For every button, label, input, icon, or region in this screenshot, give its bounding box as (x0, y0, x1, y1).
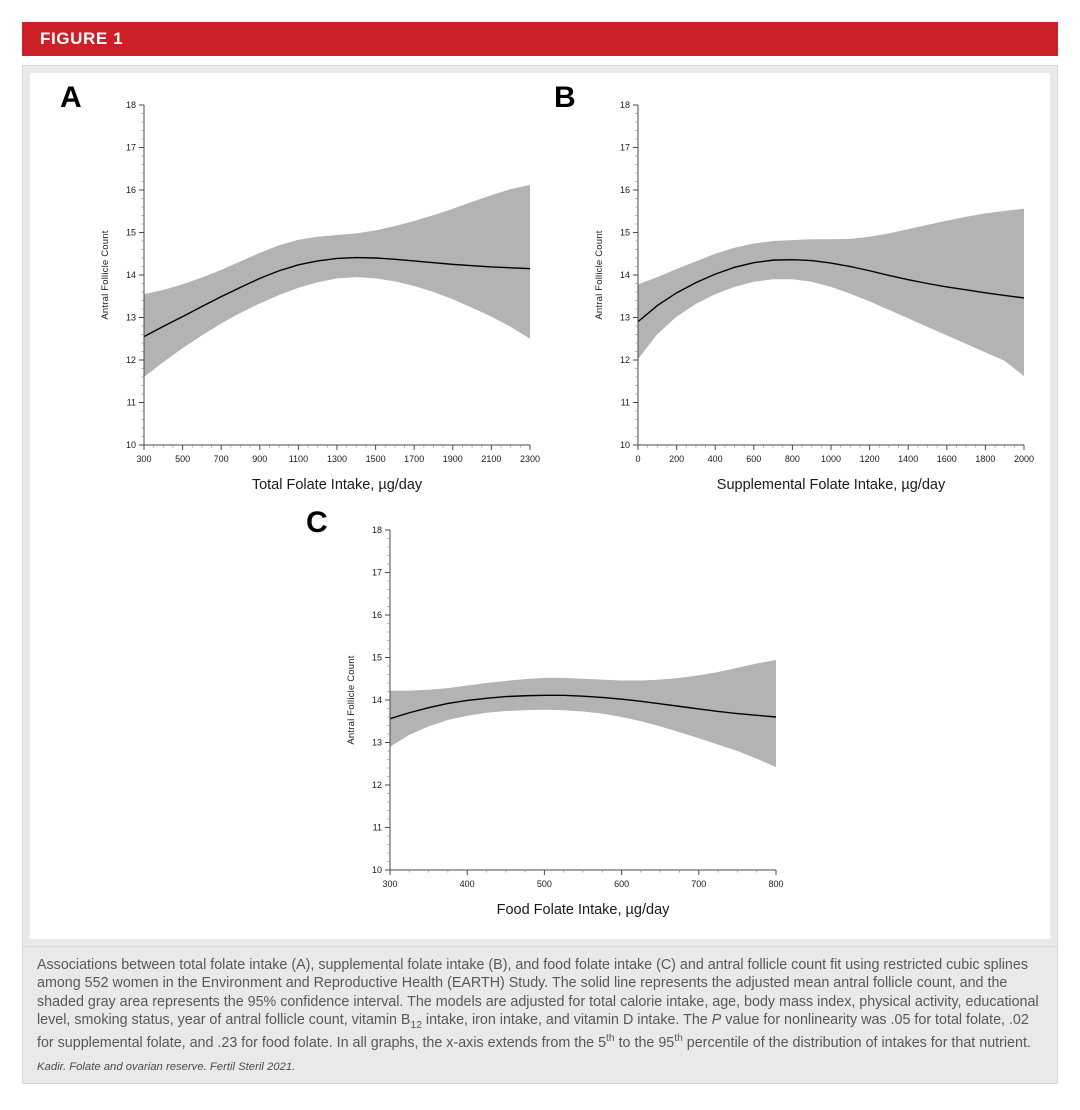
panel-a-ytick-label: 14 (126, 270, 136, 280)
caption-segment: th (606, 1032, 615, 1044)
panel-a-ytick-label: 17 (126, 143, 136, 153)
panel-b-y-axis-title: Antral Follicle Count (594, 230, 605, 319)
panel-a-ytick-label: 10 (126, 440, 136, 450)
panel-b-xtick-label: 1200 (860, 454, 880, 464)
panel-b-fit-line (637, 258, 1025, 323)
caption-segment: Associations between total folate intake… (37, 957, 1039, 1028)
panel-a-xtick-label: 500 (175, 454, 190, 464)
panel-b-xtick-label: 2000 (1014, 454, 1034, 464)
panel-c-ytick-label: 11 (373, 823, 382, 833)
panel-b: B 10 11 12 13 14 15 16 17 18 0 200 400 600 800 1000 1200… (546, 83, 1050, 523)
panel-b-letter: B (554, 81, 576, 114)
panel-c-plot: 10 11 12 13 14 15 16 17 18 300 400 500 600 700 800 Food… (346, 525, 784, 918)
panel-b-ytick-label: 10 (620, 440, 630, 450)
panel-c-ytick-label: 13 (372, 738, 382, 748)
panel-b-ytick-label: 15 (620, 228, 630, 238)
panel-b-xtick-label: 800 (785, 454, 800, 464)
panel-b-ytick-label: 17 (620, 143, 630, 153)
panel-a-xtick-label: 1900 (443, 454, 463, 464)
panel-b-ytick-label: 14 (620, 270, 630, 280)
panel-b-ytick-label: 11 (621, 398, 630, 408)
panel-b-xtick-label: 600 (746, 454, 761, 464)
panel-b-xtick-label: 1600 (937, 454, 957, 464)
panel-b-ytick-label: 18 (620, 100, 630, 110)
panel-b-xtick-label: 1800 (975, 454, 995, 464)
panel-c-xtick-label: 700 (691, 879, 706, 889)
panel-a-xtick-label: 900 (252, 454, 267, 464)
panel-a-ytick-label: 15 (126, 228, 136, 238)
panel-c-confidence-band (390, 660, 776, 768)
panel-a-xtick-label: 1100 (289, 454, 308, 464)
panel-a-ytick-label: 13 (126, 313, 136, 323)
panel-a-xtick-label: 2300 (520, 454, 540, 464)
panel-c-ytick-label: 17 (372, 568, 382, 578)
panel-a-ytick-label: 16 (126, 185, 136, 195)
panel-c-y-axis-title: Antral Follicle Count (346, 655, 357, 744)
caption-segment: percentile of the distribution of intake… (682, 1034, 1031, 1051)
caption-segment: intake, iron intake, and vitamin D intak… (421, 1011, 712, 1028)
panel-b-plot: 10 11 12 13 14 15 16 17 18 0 200 400 600 800 1000 1200 1… (594, 100, 1034, 493)
panel-a-xtick-label: 1300 (327, 454, 347, 464)
panel-c-ytick-label: 10 (372, 865, 382, 875)
panel-a-y-axis-title: Antral Follicle Count (100, 230, 111, 319)
panel-b-confidence-band (638, 208, 1024, 377)
caption-segment: P (711, 1011, 722, 1028)
panel-a-confidence-band (144, 184, 530, 377)
panel-a-xtick-label: 300 (136, 454, 151, 464)
panel-c-ytick-label: 16 (372, 610, 382, 620)
figure-caption-block: Associations between total folate intake… (22, 947, 1058, 1084)
panel-c-ytick-label: 15 (372, 653, 382, 663)
panel-b-x-axis-title: Supplemental Folate Intake, µg/day (717, 477, 946, 493)
panel-c-ytick-label: 12 (372, 780, 382, 790)
panel-c-xtick-label: 800 (768, 879, 783, 889)
panel-a-fit-line (143, 256, 531, 338)
figure-canvas: A 10 11 12 13 14 15 16 17 18 300 500 700 900 1100 1300 1… (30, 73, 1050, 939)
figure-header-title: FIGURE 1 (40, 29, 124, 48)
panel-a-xtick-label: 2100 (481, 454, 501, 464)
panel-c-fit-line (389, 694, 777, 720)
panel-b-xtick-label: 1400 (898, 454, 918, 464)
panel-c-x-axis-title: Food Folate Intake, µg/day (497, 902, 671, 918)
panel-c: C 10 11 12 13 14 15 16 17 18 300 400 500 600 700 800 Foo… (298, 508, 808, 939)
panel-a-plot: 10 11 12 13 14 15 16 17 18 300 500 700 900 1100 1300 15… (100, 100, 540, 493)
panel-b-ytick-label: 13 (620, 313, 630, 323)
panel-a-letter: A (60, 81, 82, 114)
panel-a-xtick-label: 700 (214, 454, 229, 464)
panel-b-ytick-label: 12 (620, 355, 630, 365)
panel-c-ytick-label: 14 (372, 695, 382, 705)
panel-c-xtick-label: 300 (382, 879, 397, 889)
panel-c-letter: C (306, 506, 328, 539)
panel-a-ytick-label: 11 (127, 398, 136, 408)
panel-b-xtick-label: 1000 (821, 454, 841, 464)
figure-frame: A 10 11 12 13 14 15 16 17 18 300 500 700 900 1100 1300 1… (22, 65, 1058, 947)
panel-c-xtick-label: 500 (537, 879, 552, 889)
figure-caption-credit: Kadir. Folate and ovarian reserve. Ferti… (37, 1060, 296, 1073)
panel-a-xtick-label: 1700 (404, 454, 424, 464)
panel-c-ytick-label: 18 (372, 525, 382, 535)
panel-b-ytick-label: 16 (620, 185, 630, 195)
figure-caption-text: Associations between total folate intake… (37, 956, 1043, 1052)
caption-segment: 12 (410, 1019, 422, 1031)
panel-b-xtick-label: 0 (635, 454, 640, 464)
panel-a-xtick-label: 1500 (366, 454, 386, 464)
caption-segment: to the 95 (614, 1034, 675, 1051)
panel-b-xtick-label: 200 (669, 454, 684, 464)
panel-a: A 10 11 12 13 14 15 16 17 18 300 500 700 900 1100 1300 1… (52, 83, 562, 523)
caption-segment: value for nonlinearity was .05 for total… (37, 1011, 1029, 1051)
panel-a-ytick-label: 18 (126, 100, 136, 110)
figure-header-bar: FIGURE 1 (22, 22, 1058, 56)
panel-a-x-axis-title: Total Folate Intake, µg/day (252, 477, 423, 493)
panel-c-xtick-label: 600 (614, 879, 629, 889)
caption-segment: th (674, 1032, 683, 1044)
panel-a-ytick-label: 12 (126, 355, 136, 365)
panel-c-xtick-label: 400 (460, 879, 475, 889)
panel-b-xtick-label: 400 (708, 454, 723, 464)
